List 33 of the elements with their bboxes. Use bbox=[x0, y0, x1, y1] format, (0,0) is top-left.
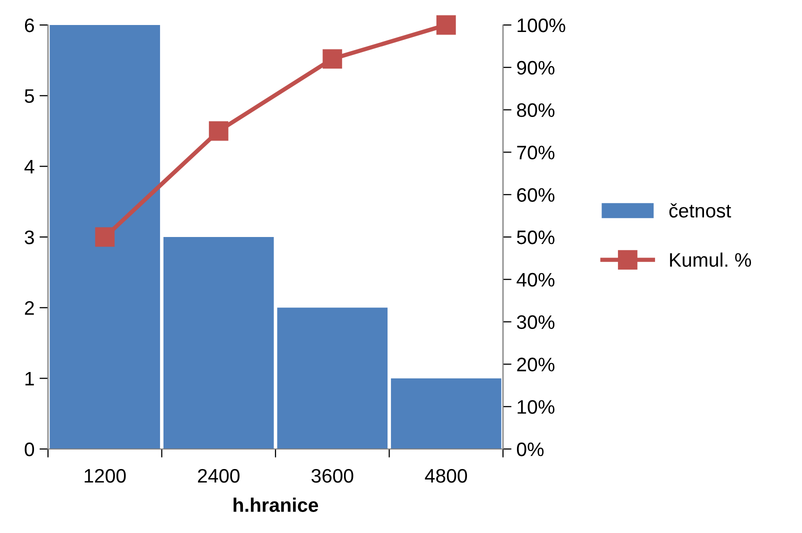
point bbox=[436, 15, 456, 35]
y-tick-label: 3 bbox=[24, 230, 34, 244]
y2-tick-label: 40% bbox=[516, 272, 554, 287]
y-tick-label: 0 bbox=[24, 442, 34, 456]
bar bbox=[163, 237, 274, 449]
y-tick-label: 6 bbox=[24, 18, 34, 32]
point bbox=[95, 227, 115, 247]
x-tick-label: 3600 bbox=[311, 468, 354, 483]
y2-tick-label: 50% bbox=[516, 230, 554, 244]
y-tick-label: 2 bbox=[24, 301, 34, 315]
x-tick-label: 4800 bbox=[424, 468, 467, 483]
point bbox=[322, 49, 342, 69]
y2-tick-label: 60% bbox=[517, 188, 554, 202]
y2-tick-label: 100% bbox=[518, 18, 566, 32]
y-tick-label: 5 bbox=[24, 89, 34, 103]
bar bbox=[277, 308, 388, 449]
y2-tick-label: 90% bbox=[517, 60, 554, 75]
x-tick-label: 1200 bbox=[84, 468, 126, 483]
y2-tick-label: 80% bbox=[517, 103, 554, 118]
x-axis-title: h.hranice bbox=[234, 498, 318, 512]
y-tick-label: 1 bbox=[25, 372, 34, 386]
y2-tick-label: 70% bbox=[517, 146, 554, 160]
y2-tick-label: 20% bbox=[517, 358, 554, 372]
point bbox=[208, 121, 228, 141]
bar bbox=[50, 25, 160, 449]
bar bbox=[390, 378, 502, 449]
y2-tick-label: 10% bbox=[518, 400, 554, 414]
y2-tick-label: 30% bbox=[516, 315, 554, 330]
legend-label: četnost bbox=[669, 203, 732, 218]
y-tick-label: 4 bbox=[24, 160, 34, 174]
y2-tick-label: 0% bbox=[516, 442, 544, 456]
legend-label: Kumul. % bbox=[670, 252, 752, 267]
x-tick-label: 2400 bbox=[198, 468, 240, 483]
